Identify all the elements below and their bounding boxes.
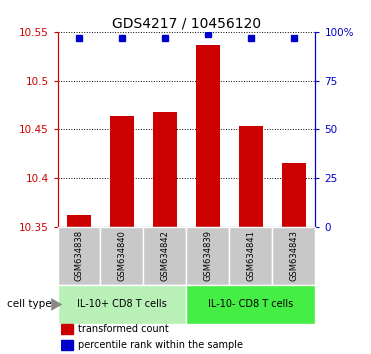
Bar [153,112,177,227]
Text: percentile rank within the sample: percentile rank within the sample [78,340,243,350]
Bar [196,45,220,227]
Bar [144,227,186,285]
Bar [67,215,91,227]
Text: IL-10- CD8 T cells: IL-10- CD8 T cells [208,299,293,309]
Text: GSM634838: GSM634838 [75,230,83,281]
Bar [110,115,134,227]
Bar [58,227,101,285]
Bar [229,227,272,285]
Bar [282,163,306,227]
Bar [187,227,229,285]
Bar [61,324,73,334]
Text: transformed count: transformed count [78,324,169,334]
Text: cell type: cell type [7,299,52,309]
Bar [101,227,144,285]
Text: GSM634840: GSM634840 [118,230,127,281]
Text: GSM634841: GSM634841 [246,230,255,281]
Bar [61,340,73,350]
Polygon shape [51,298,62,311]
Bar [58,285,187,324]
Bar [239,126,263,227]
Bar [272,227,315,285]
Bar [187,285,315,324]
Text: IL-10+ CD8 T cells: IL-10+ CD8 T cells [77,299,167,309]
Text: GSM634839: GSM634839 [203,230,213,281]
Text: GSM634843: GSM634843 [289,230,298,281]
Title: GDS4217 / 10456120: GDS4217 / 10456120 [112,17,261,31]
Text: GSM634842: GSM634842 [160,230,170,281]
